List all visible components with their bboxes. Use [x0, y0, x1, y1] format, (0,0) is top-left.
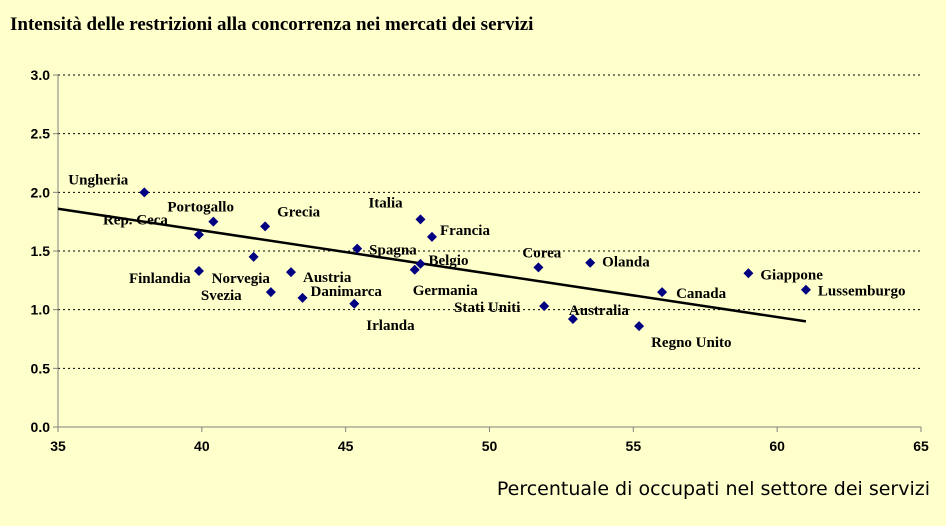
x-axis-label: Percentuale di occupati nel settore dei … [496, 478, 930, 500]
data-point [415, 214, 426, 225]
data-point [248, 251, 259, 262]
data-label: Irlanda [366, 318, 415, 334]
data-point [585, 257, 596, 268]
data-point [297, 292, 308, 303]
data-point [657, 287, 668, 298]
data-label: Italia [368, 195, 403, 211]
data-label: Portogallo [167, 200, 234, 216]
data-label: Germania [413, 283, 478, 299]
data-point [539, 301, 550, 312]
y-tick-label: 1.0 [31, 302, 51, 318]
data-point [533, 262, 544, 273]
data-label: Grecia [277, 204, 321, 220]
data-label: Corea [522, 245, 561, 261]
data-point [349, 298, 360, 309]
data-label: Austria [303, 270, 352, 286]
y-tick-label: 0.5 [31, 360, 51, 376]
x-tick-label: 35 [50, 438, 66, 454]
data-label: Belgio [428, 253, 468, 269]
data-label: Lussemburgo [818, 284, 906, 300]
data-point [286, 267, 297, 278]
y-tick-label: 2.5 [31, 126, 51, 142]
data-point [426, 231, 437, 242]
y-tick-label: 3.0 [31, 67, 51, 83]
data-label: Spagna [369, 243, 417, 259]
y-tick-label: 0.0 [31, 419, 51, 435]
data-point [800, 284, 811, 295]
trendline [57, 207, 807, 323]
data-label: Giappone [760, 267, 823, 283]
data-label: Norvegia [212, 271, 271, 287]
data-label: Canada [676, 286, 727, 302]
y-tick-label: 2.0 [31, 184, 51, 200]
data-point [409, 264, 420, 275]
data-point [352, 243, 363, 254]
data-label: Rep. Ceca [103, 213, 168, 229]
data-point [634, 321, 645, 332]
data-point [415, 258, 426, 269]
chart-title: Intensità delle restrizioni alla concorr… [10, 14, 534, 35]
data-label: Stati Uniti [454, 300, 520, 316]
data-label: Olanda [602, 255, 650, 271]
x-tick-label: 45 [338, 438, 354, 454]
x-tick-label: 55 [626, 438, 642, 454]
data-label: Ungheria [68, 172, 129, 188]
data-label: Danimarca [311, 284, 383, 300]
data-label: Finlandia [129, 271, 191, 287]
x-tick-label: 40 [194, 438, 210, 454]
data-label: Regno Unito [651, 335, 731, 351]
x-tick-label: 50 [482, 438, 498, 454]
data-point [265, 287, 276, 298]
data-point [567, 314, 578, 325]
data-point [193, 229, 204, 240]
data-point [743, 268, 754, 279]
data-label: Australia [569, 303, 630, 319]
data-point [260, 221, 271, 232]
data-label: Francia [440, 223, 490, 239]
y-tick-label: 1.5 [31, 243, 51, 259]
data-point [193, 265, 204, 276]
x-tick-label: 65 [913, 438, 929, 454]
x-tick-label: 60 [769, 438, 785, 454]
data-point [208, 216, 219, 227]
data-label: Svezia [201, 288, 242, 304]
data-point [139, 187, 150, 198]
